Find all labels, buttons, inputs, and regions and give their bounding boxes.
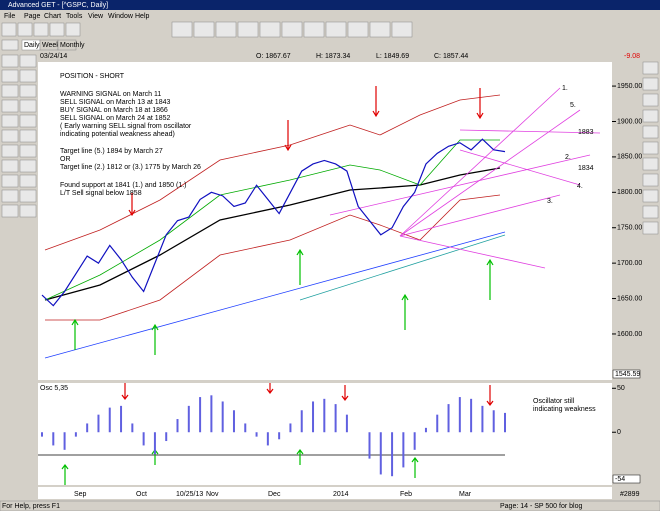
date-label: 10/25/13 (176, 491, 203, 498)
y-tick-label: 1700.00 (617, 260, 642, 267)
note: indicating potential weakness ahead) (60, 131, 175, 138)
date-label: Oct (136, 491, 147, 498)
note: WARNING SIGNAL on March 11 (60, 91, 161, 98)
y-tick-label: 1750.00 (617, 225, 642, 232)
status-bar (0, 500, 660, 511)
menu-item[interactable]: Chart (44, 13, 61, 20)
date-label: 2014 (333, 491, 349, 498)
y-tick-label: 1950.00 (617, 83, 642, 90)
info-low: L: 1849.69 (376, 53, 409, 60)
note: ( Early warning SELL signal from oscilla… (60, 123, 192, 130)
note: L/T Sell signal below 1858 (60, 190, 142, 197)
right-toolbar (642, 61, 659, 235)
tab-label[interactable]: Monthly (60, 42, 85, 49)
last-box (612, 474, 641, 484)
last-box (612, 369, 641, 379)
info-open: O: 1867.67 (256, 53, 291, 60)
osc-note: Oscillator still (533, 398, 575, 405)
menu-item[interactable]: Help (135, 13, 150, 20)
left-toolbar (1, 39, 37, 218)
info-date: 03/24/14 (40, 53, 67, 60)
status-help: For Help, press F1 (2, 503, 60, 510)
y-tick-label: 0 (617, 429, 621, 436)
menu-item[interactable]: View (88, 13, 104, 20)
note: Found support at 1841 (1.) and 1850 (1.) (60, 182, 186, 189)
window-title: Advanced GET - [^GSPC, Daily] (8, 2, 108, 9)
note: BUY SIGNAL on March 18 at 1866 (60, 107, 168, 114)
chart-label: 1834 (578, 165, 594, 172)
last-label: 1545.59 (615, 371, 640, 378)
note: Target line (2.) 1812 or (3.) 1775 by Ma… (60, 164, 201, 171)
y-tick-label: 50 (617, 385, 625, 392)
date-label: Mar (459, 491, 472, 498)
note: SELL SIGNAL on March 13 at 1843 (60, 99, 170, 106)
tab-label[interactable]: Weekly (42, 42, 65, 49)
chart-label: 4. (577, 183, 583, 190)
top-toolbar (1, 21, 413, 38)
menu-item[interactable]: File (4, 13, 15, 20)
tab-label[interactable]: Daily (24, 42, 40, 49)
note: POSITION - SHORT (60, 73, 125, 80)
date-label: Sep (74, 491, 87, 498)
y-tick-label: 1850.00 (617, 154, 642, 161)
note: SELL SIGNAL on March 24 at 1852 (60, 115, 170, 122)
osc-title: Osc 5,35 (40, 385, 68, 392)
y-tick-label: 1800.00 (617, 189, 642, 196)
title-bar (0, 0, 660, 10)
info-high: H: 1873.34 (316, 53, 350, 60)
trend-lines (38, 87, 601, 456)
price-line (41, 138, 506, 307)
date-label: Feb (400, 491, 412, 498)
date-label: Nov (206, 491, 219, 498)
status-id: #2899 (620, 491, 640, 498)
menu-item[interactable]: Page (24, 13, 40, 20)
chart-label: 1883 (578, 129, 594, 136)
last-label: -54 (615, 476, 625, 483)
note: Target line (5.) 1894 by March 27 (60, 148, 163, 155)
status-page: Page: 14 - SP 500 for blog (500, 503, 582, 510)
y-tick-label: 1900.00 (617, 118, 642, 125)
osc-note: indicating weakness (533, 406, 596, 413)
price-panel (38, 62, 612, 380)
info-change: -9.08 (624, 53, 640, 60)
tab (57, 39, 77, 51)
signal-arrows (61, 86, 494, 485)
y-tick-label: 1600.00 (617, 331, 642, 338)
date-axis (38, 487, 612, 499)
chart-label: 2. (565, 154, 571, 161)
info-close: C: 1857.44 (434, 53, 468, 60)
menu-item[interactable]: Window (108, 13, 134, 20)
menu-item[interactable]: Tools (66, 13, 83, 20)
chart-label: 1. (562, 85, 568, 92)
chart-label: 5. (570, 102, 576, 109)
note: OR (60, 156, 71, 163)
y-tick-label: 1650.00 (617, 295, 642, 302)
date-label: Dec (268, 491, 281, 498)
chart-label: 3. (547, 198, 553, 205)
